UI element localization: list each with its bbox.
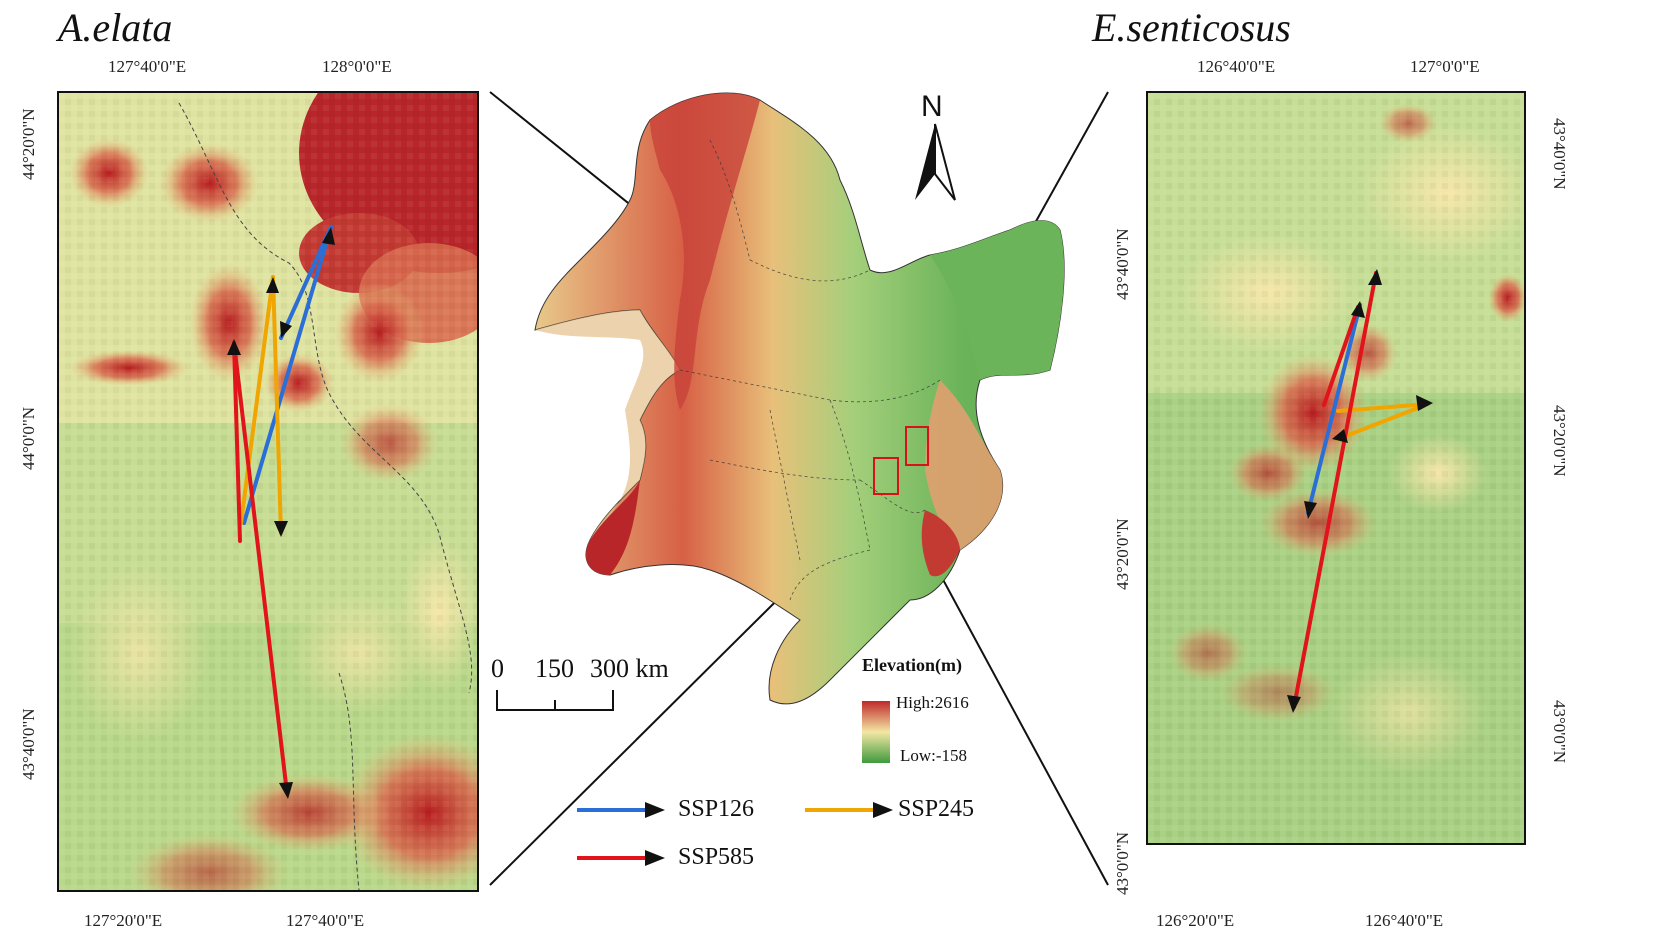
left-bottom-lon-label-2: 127°40'0"E <box>286 911 365 930</box>
right-panel-title: E.senticosus <box>1092 5 1291 50</box>
ssp126-legend-arrow <box>577 802 665 818</box>
right-lat-label-3: 43°0'0"N <box>1113 831 1132 895</box>
right-lat-label-2: 43°20'0"N <box>1113 518 1132 590</box>
right-shift-arrows <box>1287 269 1433 713</box>
ssp126-legend-label: SSP126 <box>678 796 755 822</box>
left-lat-label-3: 43°40'0"N <box>19 708 38 780</box>
region-outline <box>534 92 1065 705</box>
left-ssp126-arrow-1 <box>242 225 333 525</box>
scale-label-300km: 300 km <box>590 654 669 683</box>
right-right-lat-label-1: 43°40'0"N <box>1550 118 1569 190</box>
left-shift-arrows <box>227 225 335 799</box>
ssp585-legend-label: SSP585 <box>678 844 755 870</box>
right-ssp245-arrow-2 <box>1336 402 1430 413</box>
right-bottom-lon-label-2: 126°40'0"E <box>1365 911 1444 930</box>
left-top-lon-label-1: 127°40'0"E <box>108 57 187 76</box>
study-area-box-aelata <box>905 426 929 466</box>
left-lat-label-2: 44°0'0"N <box>19 406 38 470</box>
scale-label-150: 150 <box>535 654 574 683</box>
right-bottom-lon-label-1: 126°20'0"E <box>1156 911 1235 930</box>
left-lat-label-1: 44°20'0"N <box>19 108 38 180</box>
left-bottom-lon-label-1: 127°20'0"E <box>84 911 163 930</box>
left-panel-title: A.elata <box>58 5 173 50</box>
scale-label-0: 0 <box>491 654 504 683</box>
right-ssp126-arrow-1 <box>1306 303 1362 515</box>
north-arrow-icon <box>915 123 956 201</box>
left-ssp245-arrow-2 <box>271 275 283 535</box>
ssp245-legend-arrow <box>805 802 893 818</box>
right-top-lon-label-2: 127°0'0"E <box>1410 57 1480 76</box>
right-ssp245-arrow-1 <box>1336 402 1430 441</box>
elevation-legend-title: Elevation(m) <box>862 655 962 675</box>
elevation-color-ramp <box>862 701 890 763</box>
ssp245-legend-label: SSP245 <box>898 796 975 822</box>
left-top-lon-label-2: 128°0'0"E <box>322 57 392 76</box>
left-ssp585-arrow-1 <box>232 341 242 543</box>
left-ssp585-arrow-2 <box>232 341 289 795</box>
right-top-lon-label-1: 126°40'0"E <box>1197 57 1276 76</box>
right-ssp585-arrow-2 <box>1292 271 1378 709</box>
study-area-box-esenticosus <box>873 457 899 495</box>
right-ssp585-arrow-1 <box>1322 305 1360 407</box>
north-label: N <box>921 90 943 123</box>
right-right-lat-label-3: 43°0'0"N <box>1550 700 1569 764</box>
elevation-low-label: Low:-158 <box>900 746 968 765</box>
ssp585-legend-arrow <box>577 850 665 866</box>
elevation-high-label: High:2616 <box>896 693 969 712</box>
left-ssp245-arrow-1 <box>239 275 275 525</box>
northeast-china-elevation-map <box>534 92 1065 705</box>
right-lat-label-1: 43°40'0"N <box>1113 228 1132 300</box>
left-ssp126-arrow-2 <box>279 225 333 340</box>
scale-bar <box>496 690 614 711</box>
right-right-lat-label-2: 43°20'0"N <box>1550 405 1569 477</box>
right-zoom-map <box>1146 91 1526 845</box>
